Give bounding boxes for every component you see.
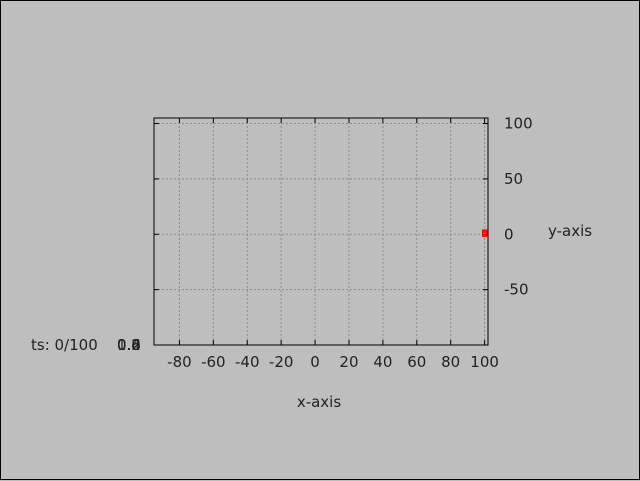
overlap-label: 0.2 [117,336,141,354]
y-axis-title: y-axis [548,222,592,240]
data-point [482,231,488,237]
x-axis-title: x-axis [297,393,342,411]
overlap-label: 1.0 [117,336,141,354]
y-tick-label: 50 [504,170,523,188]
x-tick-label: 100 [470,353,499,371]
y-ticks: -50 0 50 100 [154,115,533,299]
x-tick-label: -40 [235,353,260,371]
x-tick-label: -80 [167,353,192,371]
overlap-label: 0.4 [117,336,141,354]
x-tick-label: 40 [373,353,392,371]
plot-area [153,117,489,346]
overlap-label: 0.8 [117,336,141,354]
timestep-status: ts: 0/100 [31,336,98,354]
y-tick-label: 100 [504,115,533,133]
y-tick-label: -50 [504,281,529,299]
x-tick-label: -20 [269,353,294,371]
y-tick-label: 0 [504,225,514,243]
x-tick-label: 20 [339,353,358,371]
data-points [482,229,488,237]
overlapping-labels: 0.20.40.60.81.0 [117,336,141,354]
x-tick-label: -60 [201,353,226,371]
x-ticks: -80 -60 -40 -20 0 20 40 60 80 100 [167,118,499,371]
x-tick-label: 60 [407,353,426,371]
grid-lines [154,118,488,345]
x-tick-label: 0 [310,353,320,371]
overlap-label: 0.6 [117,336,141,354]
x-tick-label: 80 [441,353,460,371]
